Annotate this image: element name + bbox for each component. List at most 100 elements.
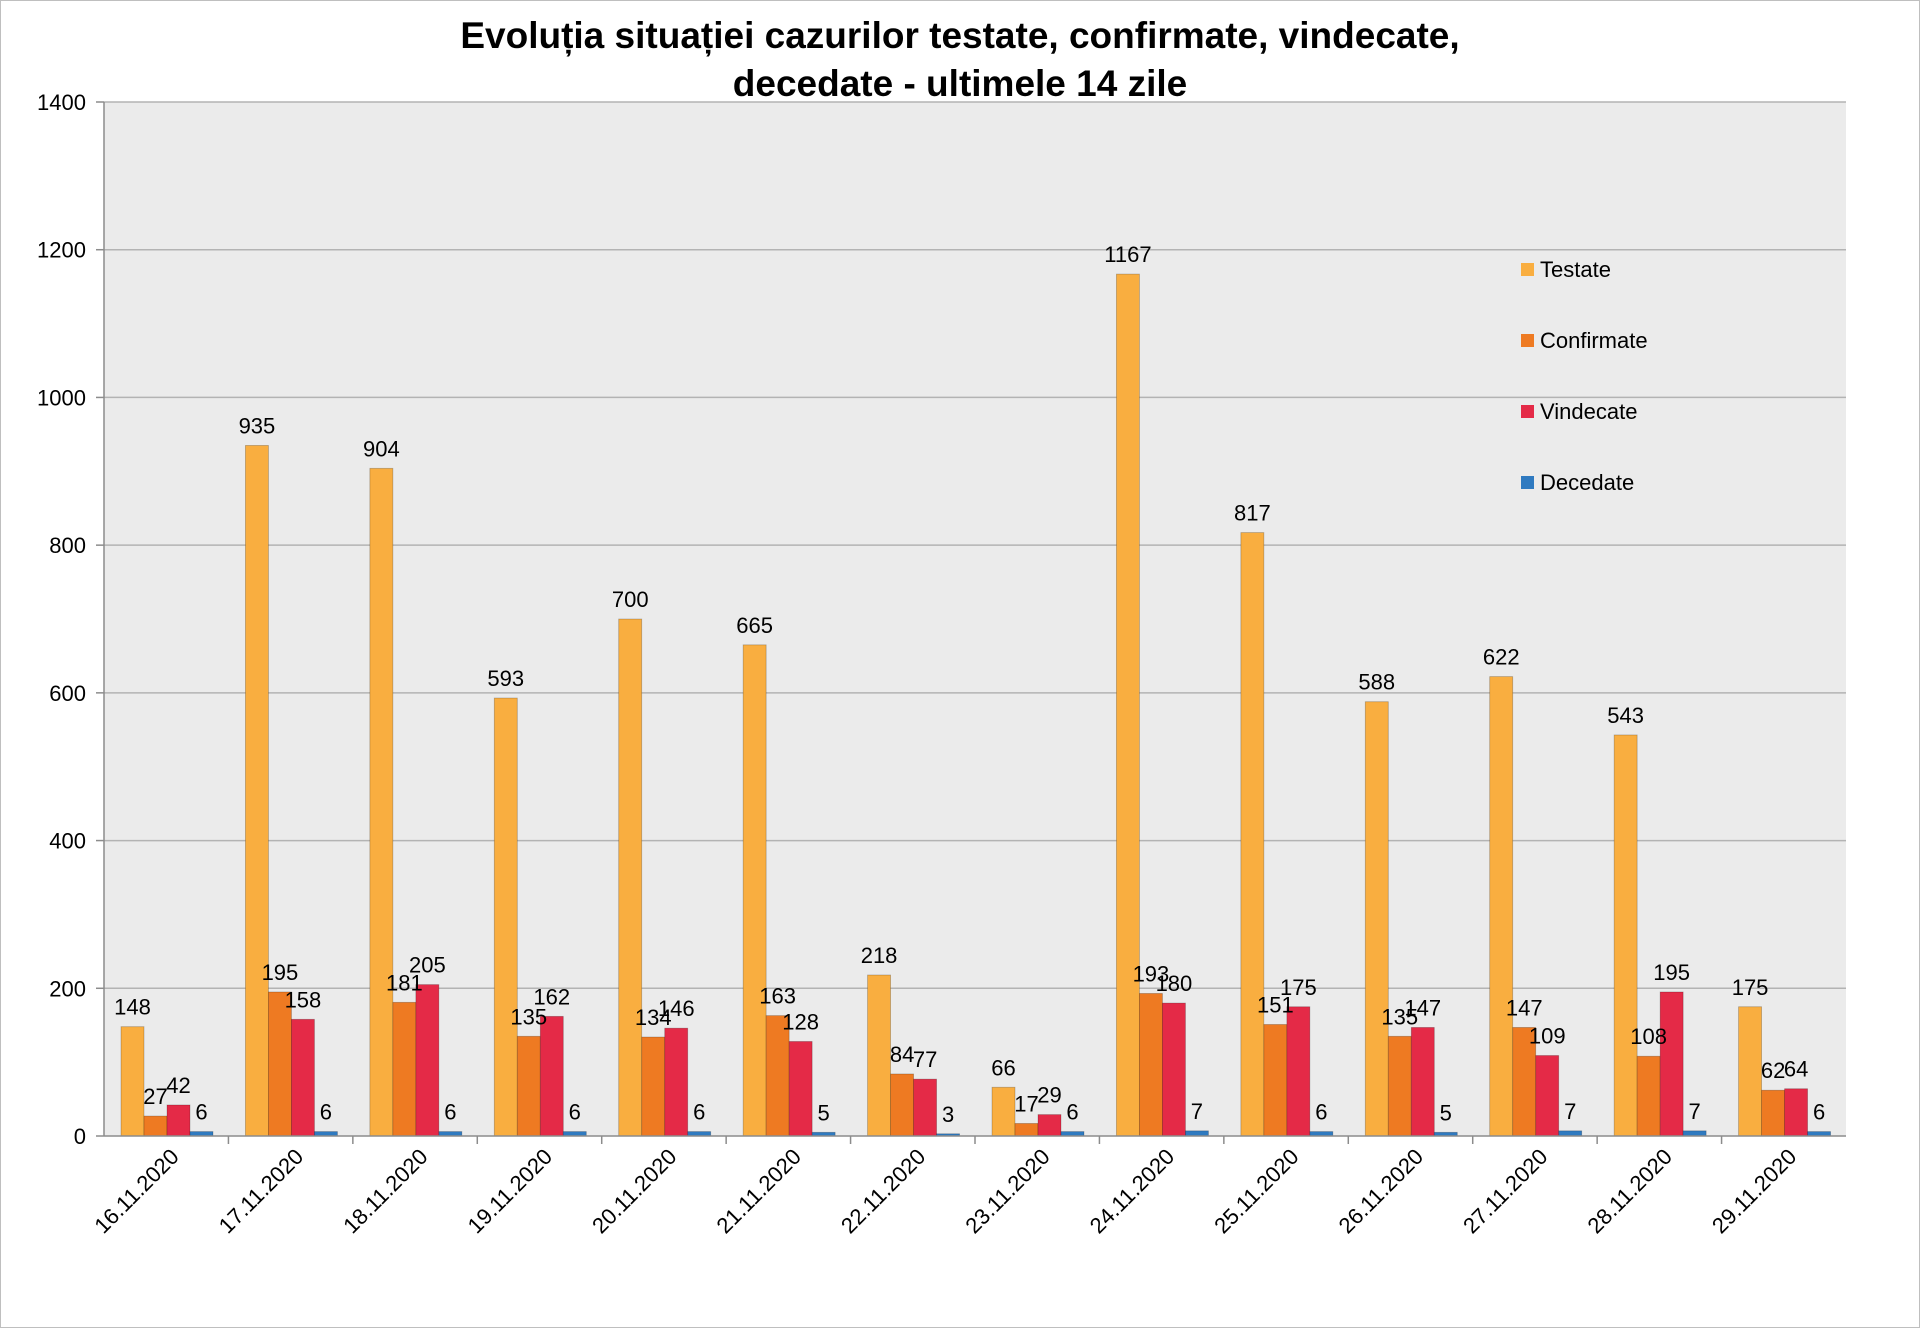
bar-testate [1116, 273, 1140, 1137]
x-tick-label: 29.11.2020 [1707, 1144, 1801, 1238]
data-label-confirmate: 163 [759, 984, 796, 1009]
data-label-decedate: 6 [569, 1100, 581, 1125]
legend-swatch-confirmate [1521, 334, 1534, 347]
data-label-testate: 665 [736, 613, 773, 638]
x-tick-label: 17.11.2020 [214, 1144, 308, 1238]
data-label-confirmate: 193 [1133, 961, 1170, 986]
legend-swatch-vindecate [1521, 405, 1534, 418]
data-label-vindecate: 128 [782, 1009, 819, 1034]
legend: Testate Confirmate Vindecate Decedate [1521, 257, 1648, 495]
data-label-decedate: 6 [444, 1100, 456, 1125]
bar-confirmate [1263, 1024, 1288, 1137]
y-axis: 0 200 400 600 800 1000 1200 1400 [37, 90, 105, 1149]
x-tick-label: 26.11.2020 [1334, 1144, 1428, 1238]
data-label-vindecate: 195 [1653, 960, 1690, 985]
y-tick-label: 1000 [37, 385, 86, 410]
y-tick-label: 800 [49, 533, 86, 558]
data-label-decedate: 6 [693, 1100, 705, 1125]
bar-vindecate [1162, 1002, 1186, 1137]
data-label-vindecate: 29 [1037, 1083, 1061, 1108]
y-tick-label: 1400 [37, 90, 86, 115]
data-label-testate: 66 [991, 1055, 1015, 1080]
data-label-vindecate: 162 [533, 984, 570, 1009]
grid-lines [104, 101, 1846, 990]
x-tick-label: 28.11.2020 [1583, 1144, 1677, 1238]
data-label-testate: 935 [239, 413, 276, 438]
bar-labels: 1482742693519515869041812056593135162670… [114, 242, 1825, 1127]
data-label-testate: 904 [363, 436, 400, 461]
legend-label-vindecate: Vindecate [1540, 399, 1637, 424]
x-tick-label: 20.11.2020 [587, 1144, 681, 1238]
bar-testate [991, 1086, 1016, 1137]
legend-label-decedate: Decedate [1540, 470, 1634, 495]
data-label-confirmate: 181 [386, 970, 423, 995]
bar-confirmate [1139, 993, 1163, 1137]
data-label-confirmate: 17 [1014, 1091, 1038, 1116]
bar-testate [120, 1026, 145, 1137]
bar-confirmate [392, 1001, 417, 1137]
data-label-vindecate: 64 [1784, 1057, 1808, 1082]
data-label-vindecate: 180 [1156, 971, 1193, 996]
bar-confirmate [143, 1115, 168, 1137]
data-label-confirmate: 151 [1257, 992, 1294, 1017]
bar-vindecate [664, 1027, 689, 1137]
data-label-testate: 175 [1732, 975, 1769, 1000]
data-label-confirmate: 108 [1630, 1024, 1667, 1049]
bar-confirmate [641, 1036, 666, 1137]
bar-vindecate [1410, 1027, 1435, 1137]
bar-testate [1240, 532, 1265, 1137]
data-label-vindecate: 77 [913, 1047, 937, 1072]
x-tick-label: 27.11.2020 [1458, 1144, 1552, 1238]
bar-testate [369, 467, 394, 1137]
data-label-vindecate: 175 [1280, 975, 1317, 1000]
x-tick-label: 18.11.2020 [338, 1144, 432, 1238]
bar-testate [742, 644, 767, 1137]
data-label-vindecate: 42 [166, 1073, 190, 1098]
y-tick-label: 1200 [37, 238, 86, 263]
data-label-decedate: 5 [818, 1100, 830, 1125]
chart-title-line-1: Evoluția situației cazurilor testate, co… [460, 15, 1460, 56]
bar-confirmate [516, 1035, 541, 1137]
y-tick-label: 600 [49, 681, 86, 706]
chart-title: Evoluția situației cazurilor testate, co… [0, 12, 1920, 108]
data-label-decedate: 6 [1315, 1100, 1327, 1125]
legend-swatch-testate [1521, 263, 1534, 276]
bar-vindecate [788, 1041, 813, 1137]
bar-confirmate [1761, 1089, 1785, 1137]
x-tick-label: 24.11.2020 [1085, 1144, 1179, 1238]
y-tick-label: 400 [49, 829, 86, 854]
data-label-decedate: 7 [1689, 1099, 1701, 1124]
bar-testate [867, 974, 891, 1137]
bar-confirmate [1636, 1055, 1661, 1137]
bar-testate [1489, 676, 1514, 1137]
data-label-testate: 700 [612, 587, 649, 612]
plot-area [104, 102, 1846, 1136]
bar-vindecate [415, 984, 440, 1137]
x-tick-label: 25.11.2020 [1209, 1144, 1303, 1238]
bar-vindecate [1286, 1006, 1311, 1137]
data-label-testate: 1167 [1104, 242, 1151, 267]
legend-swatch-decedate [1521, 476, 1534, 489]
data-label-testate: 622 [1483, 645, 1520, 670]
x-tick-label: 16.11.2020 [89, 1144, 183, 1238]
bar-decedate [1185, 1130, 1209, 1137]
bar-testate [1738, 1006, 1762, 1137]
data-label-testate: 593 [487, 666, 524, 691]
bar-confirmate [1014, 1123, 1039, 1137]
data-label-vindecate: 146 [658, 996, 695, 1021]
data-label-testate: 148 [114, 995, 151, 1020]
bar-testate [1613, 734, 1638, 1137]
bar-decedate [1558, 1130, 1583, 1137]
bar-testate [1364, 701, 1389, 1137]
data-label-confirmate: 195 [262, 960, 299, 985]
data-label-testate: 543 [1607, 703, 1644, 728]
data-label-vindecate: 205 [409, 953, 446, 978]
data-label-decedate: 3 [942, 1102, 954, 1127]
x-tick-label: 23.11.2020 [960, 1144, 1054, 1238]
bar-testate [245, 445, 269, 1137]
data-label-decedate: 6 [320, 1100, 332, 1125]
bar-vindecate [291, 1018, 315, 1137]
data-label-vindecate: 158 [285, 987, 322, 1012]
chart-title-line-2: decedate - ultimele 14 zile [732, 63, 1188, 104]
